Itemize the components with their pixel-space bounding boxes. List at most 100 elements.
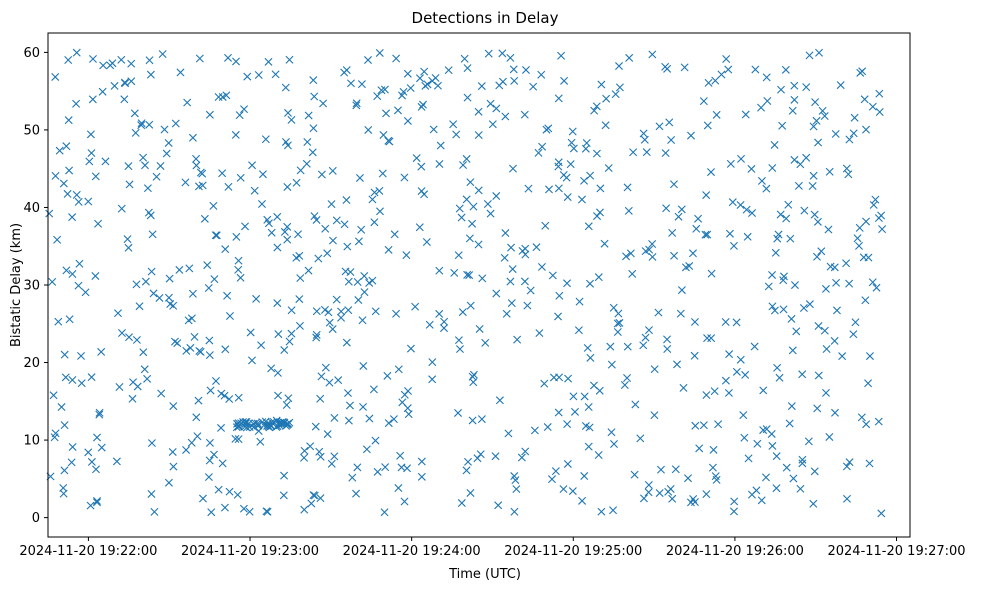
data-point — [512, 485, 521, 494]
data-point — [181, 178, 190, 187]
data-point — [671, 465, 680, 474]
data-point — [246, 328, 255, 337]
data-point — [792, 327, 801, 336]
data-point — [507, 299, 516, 308]
data-point — [844, 170, 853, 179]
data-point — [247, 356, 256, 365]
data-point — [275, 421, 284, 430]
data-point — [508, 164, 517, 173]
data-point — [325, 318, 334, 327]
data-point — [91, 271, 100, 280]
data-point — [640, 135, 649, 144]
data-point — [688, 249, 697, 258]
data-point — [626, 249, 635, 258]
data-point — [567, 138, 576, 147]
data-point — [381, 463, 390, 472]
data-point — [218, 459, 227, 468]
data-point — [117, 55, 126, 64]
data-point — [143, 184, 152, 193]
data-point — [757, 496, 766, 505]
data-point — [741, 370, 750, 379]
data-point — [771, 248, 780, 257]
data-point — [67, 458, 76, 467]
data-point — [274, 330, 283, 339]
y-tick-label: 10 — [23, 434, 40, 449]
data-point — [250, 186, 259, 195]
data-point — [48, 277, 57, 286]
data-point — [850, 113, 859, 122]
data-point — [669, 180, 678, 189]
data-point — [422, 238, 431, 246]
data-point — [786, 234, 795, 243]
data-point — [312, 333, 321, 342]
data-point — [211, 231, 220, 240]
data-point — [302, 159, 311, 168]
data-point — [123, 235, 132, 244]
data-point — [686, 498, 695, 507]
data-point — [348, 473, 357, 482]
y-tick-label: 50 — [23, 123, 40, 138]
data-point — [704, 78, 713, 87]
data-point — [615, 83, 624, 92]
data-point — [781, 65, 790, 74]
data-point — [192, 413, 201, 422]
data-point — [321, 224, 330, 233]
data-point — [357, 80, 366, 89]
data-point — [317, 170, 326, 179]
data-point — [274, 391, 283, 400]
data-point — [465, 234, 474, 243]
data-point — [787, 402, 796, 411]
data-point — [740, 433, 749, 442]
data-point — [495, 396, 504, 405]
data-point — [300, 446, 309, 455]
data-point — [494, 501, 503, 510]
data-point — [529, 82, 538, 91]
data-point — [93, 496, 101, 505]
data-point — [845, 279, 854, 288]
data-point — [645, 245, 654, 254]
data-point — [171, 119, 180, 128]
data-point — [316, 494, 325, 503]
data-point — [146, 70, 155, 79]
data-point — [562, 173, 571, 182]
data-point — [568, 127, 577, 136]
data-point — [224, 182, 233, 191]
data-point — [484, 49, 493, 58]
data-point — [435, 159, 444, 168]
data-point — [820, 112, 829, 121]
data-point — [234, 435, 243, 444]
data-point — [871, 195, 880, 204]
data-point — [435, 309, 444, 318]
data-point — [877, 509, 886, 518]
data-point — [798, 370, 807, 379]
data-point — [147, 439, 156, 448]
data-point — [788, 106, 797, 115]
data-point — [613, 319, 622, 328]
data-point — [379, 131, 388, 139]
data-point — [624, 206, 633, 215]
data-point — [747, 490, 756, 499]
data-point — [569, 392, 578, 401]
data-point — [864, 379, 873, 388]
data-point — [203, 261, 212, 270]
data-point — [113, 309, 122, 318]
data-point — [106, 61, 115, 70]
data-point — [578, 496, 587, 505]
data-point — [378, 169, 387, 178]
data-point — [444, 66, 453, 75]
data-point — [538, 142, 547, 151]
data-point — [50, 433, 59, 442]
data-point — [457, 499, 466, 508]
data-point — [874, 214, 883, 223]
data-point — [382, 109, 391, 118]
data-point — [143, 374, 152, 383]
data-point — [352, 489, 361, 498]
data-point — [344, 306, 353, 315]
data-point — [736, 355, 745, 364]
data-point — [307, 499, 316, 508]
data-point — [406, 344, 415, 353]
data-point — [92, 498, 101, 507]
data-point — [741, 110, 750, 119]
data-point — [813, 404, 822, 413]
